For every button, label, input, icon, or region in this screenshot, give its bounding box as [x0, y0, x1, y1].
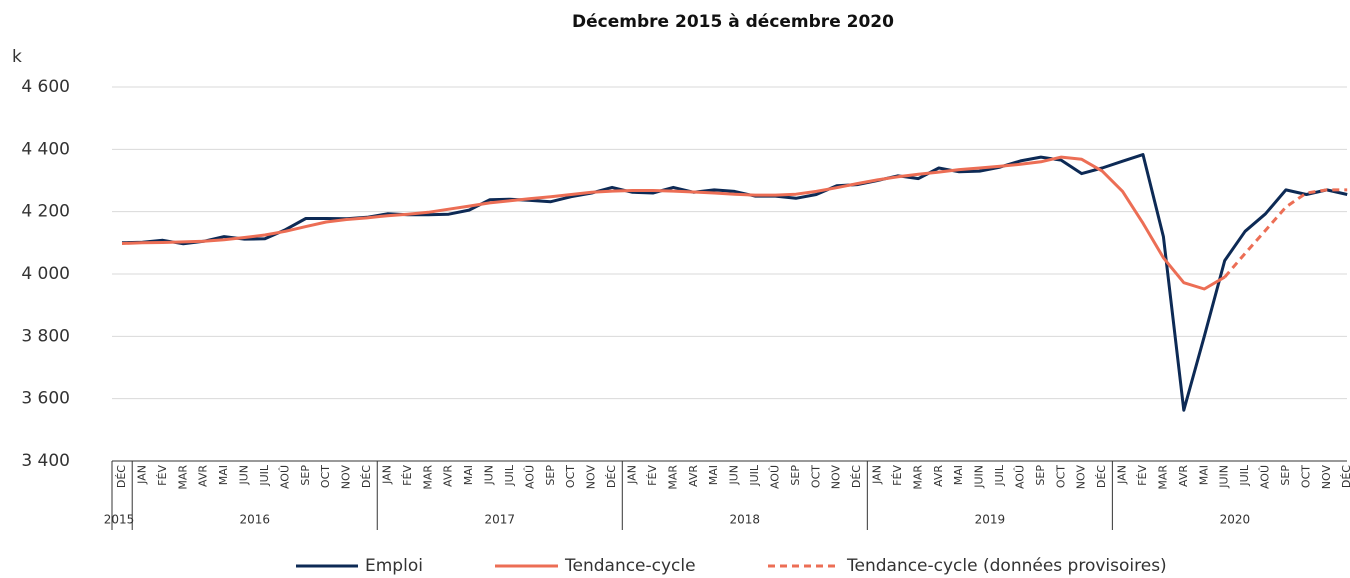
x-tick-label: AVR — [932, 465, 945, 487]
legend-label: Emploi — [365, 556, 423, 576]
x-tick-label: MAR — [421, 465, 434, 490]
x-tick-label: FÉV — [156, 465, 169, 486]
x-tick-label: OCT — [809, 465, 822, 488]
y-tick-label: 3 400 — [21, 451, 70, 471]
x-tick-label: JUIN — [973, 465, 986, 489]
chart-title: Décembre 2015 à décembre 2020 — [572, 12, 894, 32]
x-tick-label: DÉC — [605, 465, 618, 488]
x-tick-label: AOÛ — [278, 465, 291, 489]
x-tick-label: MAI — [952, 465, 965, 485]
x-tick-label: JUIL — [503, 464, 516, 487]
x-tick-label: JUIL — [258, 464, 271, 487]
x-tick-label: DÉC — [1340, 465, 1350, 488]
x-tick-label: FÉV — [891, 465, 904, 486]
x-tick-label: FÉV — [1136, 465, 1149, 486]
series-line — [1223, 188, 1348, 279]
y-tick-label: 4 400 — [21, 139, 70, 159]
x-tick-label: JUIL — [748, 464, 761, 487]
x-tick-label: JUIN — [1218, 465, 1231, 489]
x-tick-label: AVR — [442, 465, 455, 487]
y-tick-label: 4 600 — [21, 77, 70, 97]
x-tick-label: AOÛ — [523, 465, 536, 489]
x-tick-label: SEP — [544, 465, 557, 486]
series-line — [121, 153, 1348, 412]
x-tick-label: DÉC — [1095, 465, 1108, 488]
x-tick-label: JAN — [626, 465, 639, 485]
x-tick-label: FÉV — [646, 465, 659, 486]
x-tick-label: OCT — [564, 465, 577, 488]
x-tick-label: JUIL — [1238, 464, 1251, 487]
x-tick-label: MAR — [666, 465, 679, 490]
x-tick-label: AOÛ — [1259, 465, 1272, 489]
x-tick-label: DÉC — [850, 465, 863, 488]
x-tick-label: AOÛ — [1013, 465, 1026, 489]
x-tick-label: FÉV — [401, 465, 414, 486]
x-tick-label: DÉC — [360, 465, 373, 488]
y-tick-label: 3 600 — [21, 389, 70, 409]
year-label: 2015 — [104, 513, 135, 527]
x-tick-label: NOV — [1320, 465, 1333, 490]
x-tick-label: OCT — [1054, 465, 1067, 488]
x-tick-label: OCT — [1299, 465, 1312, 488]
x-tick-label: JUN — [238, 465, 251, 486]
y-tick-label: 4 200 — [21, 202, 70, 222]
x-tick-label: JUN — [483, 465, 496, 486]
x-tick-label: MAR — [1156, 465, 1169, 490]
x-tick-label: JAN — [871, 465, 884, 485]
y-tick-label: 3 800 — [21, 326, 70, 346]
legend-label: Tendance-cycle — [564, 556, 696, 576]
x-tick-label: AVR — [197, 465, 210, 487]
year-label: 2018 — [730, 513, 761, 527]
year-label: 2016 — [239, 513, 270, 527]
x-tick-label: SEP — [1279, 465, 1292, 486]
legend-label: Tendance-cycle (données provisoires) — [846, 556, 1167, 576]
x-tick-label: NOV — [830, 465, 843, 490]
y-unit: k — [12, 47, 22, 67]
x-tick-label: DÉC — [115, 465, 128, 488]
x-tick-label: NOV — [1075, 465, 1088, 490]
x-tick-label: AVR — [1177, 465, 1190, 487]
x-tick-label: MAI — [707, 465, 720, 485]
x-tick-label: MAI — [217, 465, 230, 485]
x-tick-label: JAN — [1116, 465, 1129, 485]
y-tick-label: 4 000 — [21, 264, 70, 284]
x-tick-label: NOV — [340, 465, 353, 490]
x-tick-label: OCT — [319, 465, 332, 488]
x-tick-label: AOÛ — [768, 465, 781, 489]
x-tick-label: JAN — [380, 465, 393, 485]
x-tick-label: JUN — [728, 465, 741, 486]
year-label: 2019 — [975, 513, 1006, 527]
year-label: 2017 — [484, 513, 515, 527]
x-tick-label: MAR — [911, 465, 924, 490]
x-tick-label: NOV — [585, 465, 598, 490]
x-tick-label: SEP — [299, 465, 312, 486]
year-label: 2020 — [1220, 513, 1251, 527]
x-tick-label: JAN — [135, 465, 148, 485]
x-tick-label: SEP — [1034, 465, 1047, 486]
x-tick-label: MAR — [176, 465, 189, 490]
x-tick-label: MAI — [462, 465, 475, 485]
x-tick-label: JUIL — [993, 464, 1006, 487]
series-line — [121, 155, 1226, 291]
x-tick-label: MAI — [1197, 465, 1210, 485]
x-tick-label: SEP — [789, 465, 802, 486]
x-tick-label: AVR — [687, 465, 700, 487]
